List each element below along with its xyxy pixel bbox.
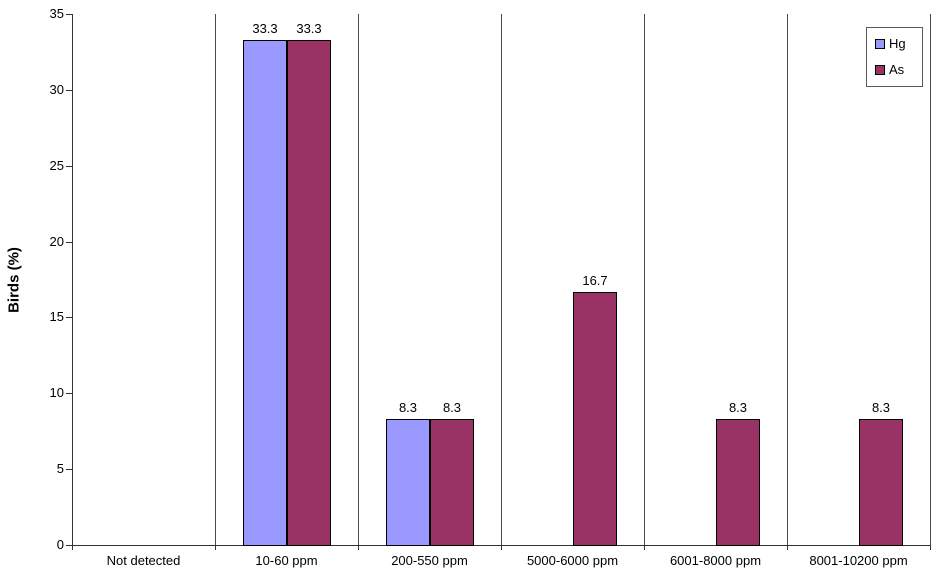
y-tick-mark bbox=[66, 393, 72, 394]
y-tick-mark bbox=[66, 242, 72, 243]
legend-swatch-icon bbox=[875, 39, 885, 49]
category-separator-line bbox=[358, 14, 359, 545]
y-tick-mark bbox=[66, 166, 72, 167]
bar-hg bbox=[243, 40, 287, 546]
x-boundary-tick bbox=[644, 546, 645, 550]
bar-value-label: 33.3 bbox=[252, 21, 278, 36]
x-category-label: 8001-10200 ppm bbox=[809, 553, 908, 568]
x-boundary-tick bbox=[501, 546, 502, 550]
x-boundary-tick bbox=[787, 546, 788, 550]
x-boundary-tick bbox=[358, 546, 359, 550]
category-separator-line bbox=[501, 14, 502, 545]
x-boundary-tick bbox=[930, 546, 931, 550]
x-axis-line bbox=[72, 545, 931, 546]
y-axis-title: Birds (%) bbox=[5, 247, 23, 313]
bar-as bbox=[430, 419, 474, 546]
y-tick-label: 15 bbox=[49, 309, 64, 325]
legend-entry-as: As bbox=[875, 63, 918, 77]
bar-value-label: 8.3 bbox=[398, 400, 418, 415]
y-tick-mark bbox=[66, 90, 72, 91]
plot-right-edge bbox=[930, 14, 931, 545]
x-boundary-tick bbox=[215, 546, 216, 550]
y-tick-mark bbox=[66, 317, 72, 318]
bar-value-label: 8.3 bbox=[442, 400, 462, 415]
category-separator-line bbox=[787, 14, 788, 545]
y-tick-label: 25 bbox=[49, 157, 64, 173]
bar-as bbox=[859, 419, 903, 546]
x-category-label: 5000-6000 ppm bbox=[526, 553, 619, 568]
y-tick-mark bbox=[66, 545, 72, 546]
legend-entry-hg: Hg bbox=[875, 37, 918, 51]
y-tick-label: 5 bbox=[56, 461, 64, 477]
y-tick-label: 35 bbox=[49, 6, 64, 21]
bar-hg bbox=[386, 419, 430, 546]
bar-value-label: 16.7 bbox=[582, 273, 608, 288]
legend-label: As bbox=[889, 62, 905, 77]
y-tick-label: 0 bbox=[56, 537, 64, 552]
y-tick-label: 20 bbox=[49, 233, 64, 249]
bar-as bbox=[573, 292, 617, 546]
x-category-label: Not detected bbox=[106, 553, 181, 568]
bar-value-label: 8.3 bbox=[728, 400, 748, 415]
bar-value-label: 8.3 bbox=[871, 400, 891, 415]
y-axis-line bbox=[72, 14, 73, 545]
x-boundary-tick bbox=[72, 546, 73, 550]
legend-swatch-icon bbox=[875, 65, 885, 75]
bar-value-label: 33.3 bbox=[296, 21, 322, 36]
x-category-label: 6001-8000 ppm bbox=[669, 553, 762, 568]
x-category-label: 10-60 ppm bbox=[255, 553, 318, 568]
y-tick-mark bbox=[66, 469, 72, 470]
y-tick-label: 10 bbox=[49, 385, 64, 401]
legend: Hg As bbox=[866, 27, 923, 87]
bar-as bbox=[287, 40, 331, 546]
x-category-label: 200-550 ppm bbox=[391, 553, 468, 568]
legend-label: Hg bbox=[889, 36, 906, 51]
category-separator-line bbox=[644, 14, 645, 545]
y-tick-label: 30 bbox=[49, 81, 64, 97]
bar-as bbox=[716, 419, 760, 546]
category-separator-line bbox=[215, 14, 216, 545]
y-tick-mark bbox=[66, 14, 72, 15]
